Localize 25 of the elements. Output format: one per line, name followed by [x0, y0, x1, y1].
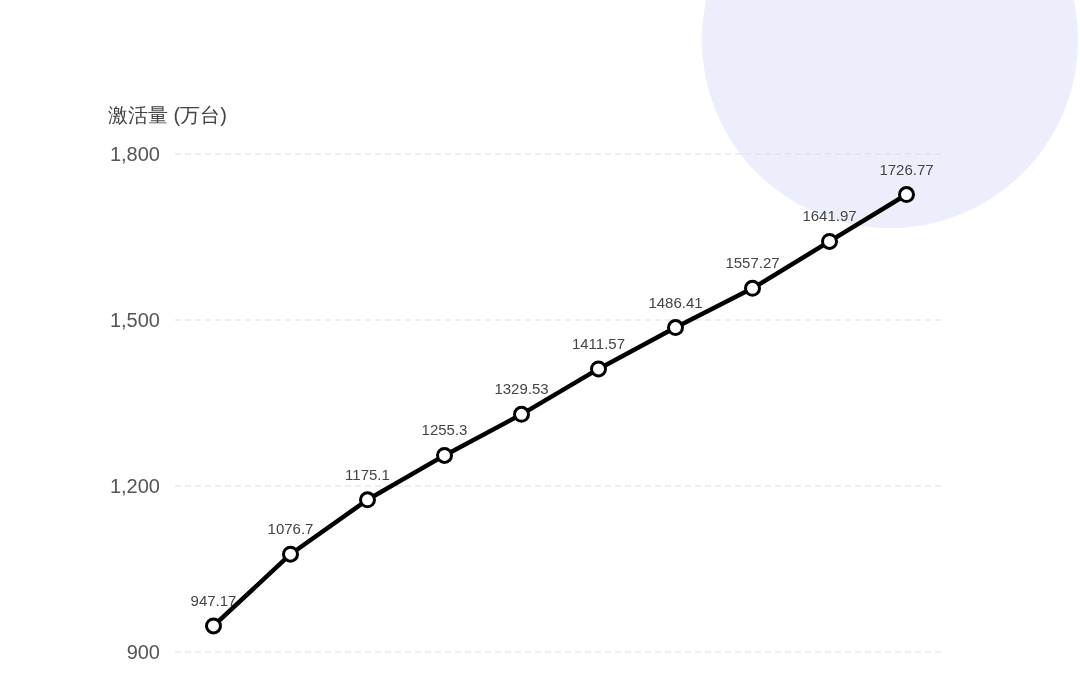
y-tick-label: 1,500: [109, 309, 160, 331]
point: [513, 405, 530, 423]
point: [436, 446, 453, 464]
data-label: 1329.53: [494, 380, 549, 398]
y-tick-label: 900: [126, 641, 160, 663]
y-tick-label: 1,200: [109, 475, 160, 497]
point: [359, 491, 376, 509]
point: [590, 360, 607, 378]
point: [821, 232, 838, 250]
point: [205, 617, 222, 635]
data-label: 1726.77: [879, 160, 934, 178]
data-label: 1175.1: [345, 465, 390, 483]
data-label: 1076.7: [267, 520, 314, 538]
point: [282, 545, 299, 563]
data-label: 1486.41: [648, 293, 703, 311]
y-axis-title: 激活量 (万台): [108, 104, 227, 126]
data-label: 1641.97: [802, 207, 857, 225]
data-label: 947.17: [190, 591, 237, 609]
point: [898, 186, 915, 204]
point: [667, 319, 684, 337]
data-label: 1557.27: [725, 254, 780, 272]
data-label: 1411.57: [571, 334, 626, 352]
data-label: 1255.3: [421, 421, 468, 439]
point: [744, 279, 761, 297]
y-tick-label: 1,800: [109, 143, 160, 165]
